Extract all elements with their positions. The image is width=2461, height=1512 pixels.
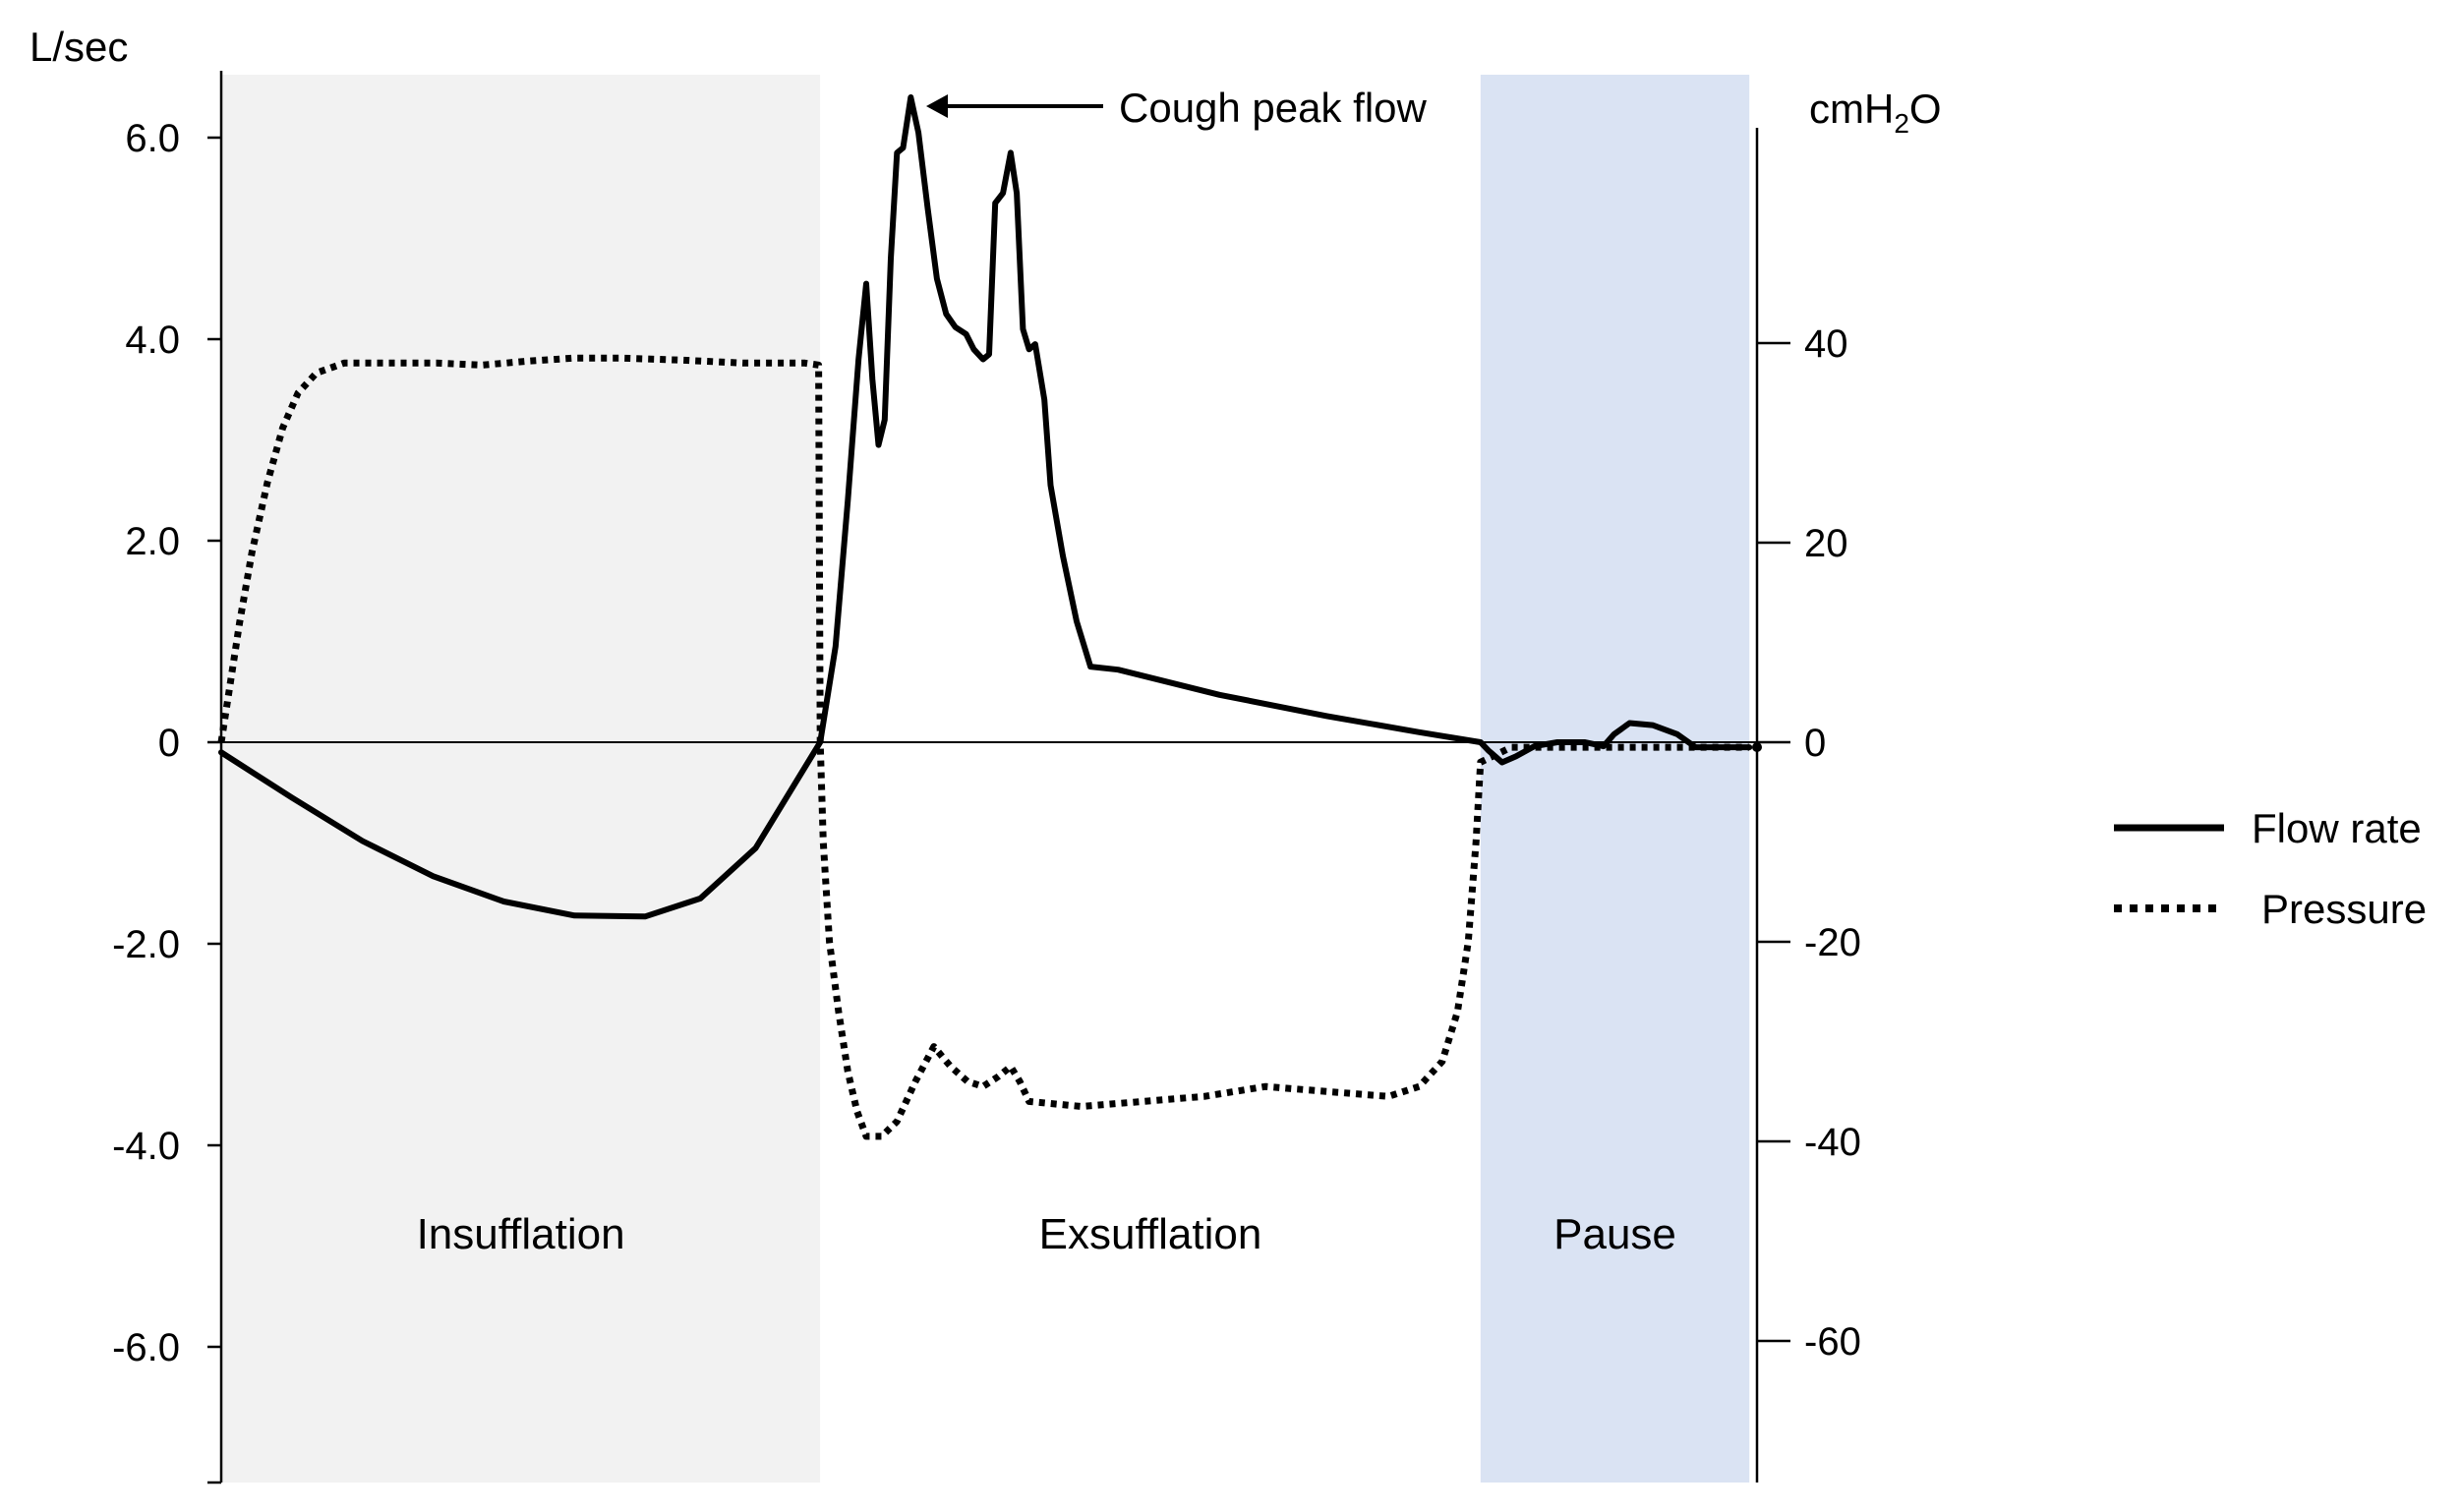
phase-bands (221, 75, 1750, 1483)
cough-peak-flow-label: Cough peak flow (1119, 85, 1428, 131)
right-tick-label: -20 (1804, 921, 1861, 964)
right-tick-label: -60 (1804, 1320, 1861, 1364)
series-pressure (217, 354, 1750, 1140)
left-tick-label: 0 (158, 722, 180, 765)
right-tick-label: 0 (1804, 722, 1826, 765)
series-end-marker (1752, 742, 1762, 752)
left-tick-label: -2.0 (112, 923, 180, 966)
y-right-unit-label: cmH2O (1809, 86, 1942, 139)
left-tick-label: -6.0 (112, 1326, 180, 1369)
legend-label-flow-rate: Flow rate (2252, 805, 2422, 851)
y-left-unit-label: L/sec (29, 24, 128, 70)
axes: L/sec cmH2O (29, 24, 1942, 1483)
left-tick-label: 2.0 (125, 520, 180, 563)
legend: Flow rate Pressure (2114, 805, 2427, 932)
phase-labels: Insufflation Exsufflation Pause (417, 1210, 1676, 1258)
left-ticks: 6.0 4.0 2.0 0 -2.0 -4.0 -6.0 (112, 117, 221, 1484)
cough-peak-arrowhead (926, 94, 948, 118)
legend-label-pressure: Pressure (2261, 886, 2427, 932)
annotations: Cough peak flow (926, 85, 1428, 131)
phase-band-exsufflation (820, 75, 1481, 1483)
phase-band-pause (1480, 75, 1750, 1483)
left-tick-label: -4.0 (112, 1125, 180, 1168)
series (217, 94, 1762, 1140)
left-tick-label: 4.0 (125, 319, 180, 362)
phase-label-insufflation: Insufflation (417, 1210, 625, 1258)
right-tick-label: -40 (1804, 1121, 1861, 1164)
right-tick-label: 40 (1804, 322, 1848, 366)
right-ticks: 40 20 0 -20 -40 -60 (1757, 322, 1861, 1364)
left-tick-label: 6.0 (125, 117, 180, 160)
phase-label-exsufflation: Exsufflation (1039, 1210, 1262, 1258)
phase-band-insufflation (221, 75, 821, 1483)
right-tick-label: 20 (1804, 522, 1848, 565)
phase-label-pause: Pause (1553, 1210, 1676, 1258)
